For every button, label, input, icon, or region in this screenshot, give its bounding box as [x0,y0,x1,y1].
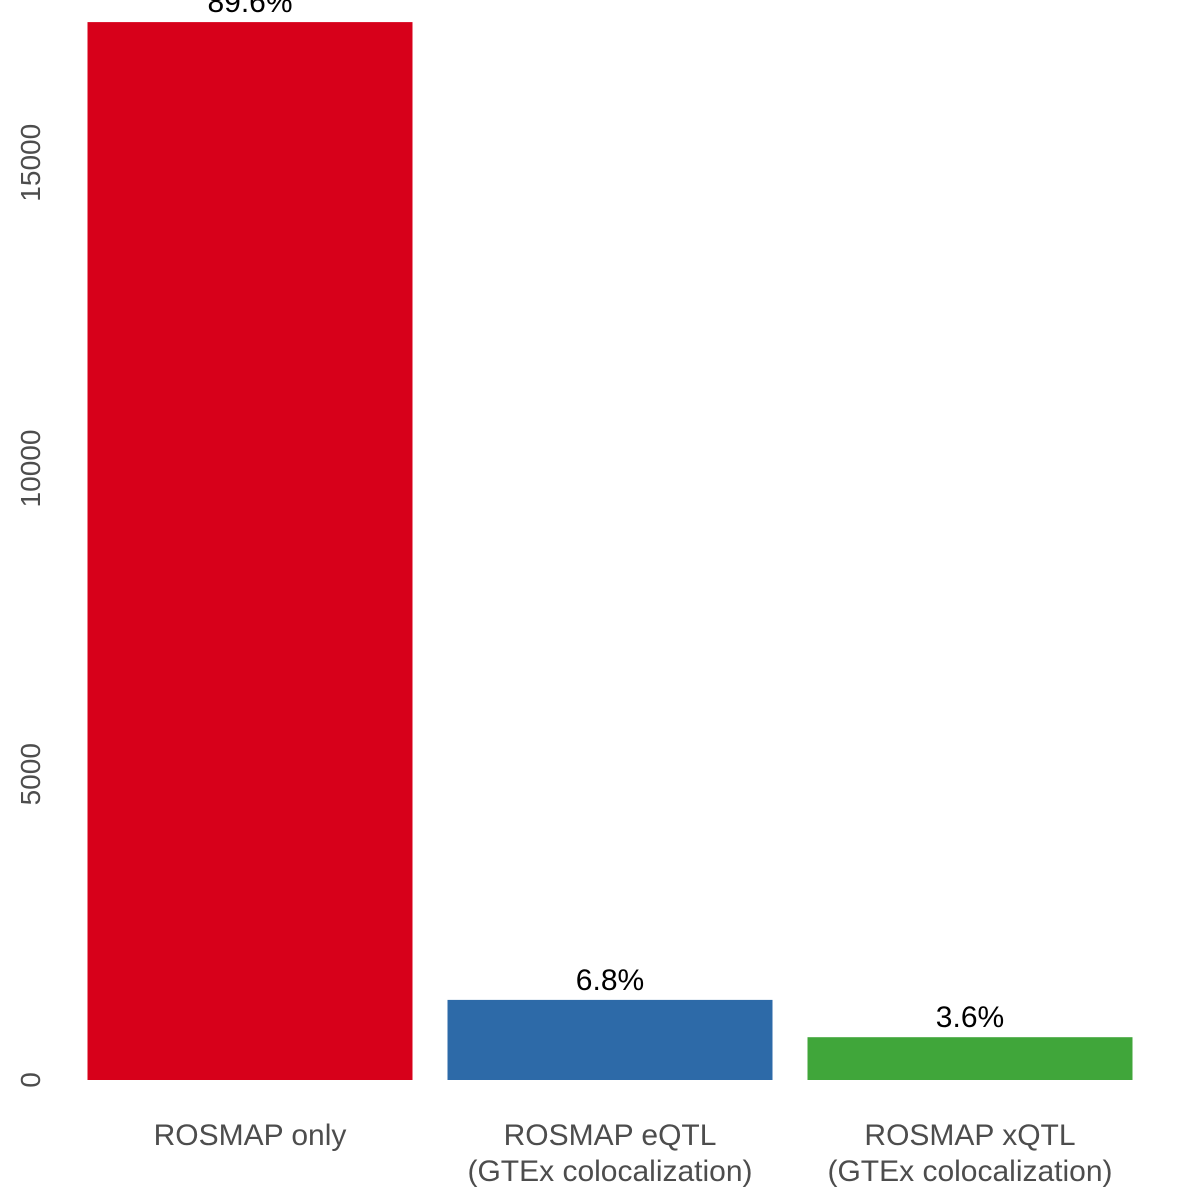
x-category-label: ROSMAP eQTL [504,1119,717,1152]
bar-data-label: 3.6% [936,1001,1004,1034]
y-axis: 0 5000 10000 15000 [15,124,46,1088]
y-tick-label: 0 [15,1072,46,1088]
data-labels: 89.6% 6.8% 3.6% [207,0,1004,1034]
x-category-label: ROSMAP only [154,1119,347,1152]
x-category-label: (GTEx colocalization) [467,1155,752,1188]
x-axis: ROSMAP only ROSMAP eQTL(GTEx colocalizati… [154,1119,1113,1188]
bar [447,999,773,1080]
bars [87,22,1133,1081]
bar-data-label: 89.6% [207,0,292,19]
y-tick-label: 5000 [15,743,46,805]
y-tick-label: 15000 [15,124,46,202]
bar-data-label: 6.8% [576,964,644,997]
bar [807,1037,1133,1080]
x-category-label: (GTEx colocalization) [827,1155,1112,1188]
y-tick-label: 10000 [15,430,46,508]
x-category-label: ROSMAP xQTL [864,1119,1075,1152]
bar [87,22,413,1081]
